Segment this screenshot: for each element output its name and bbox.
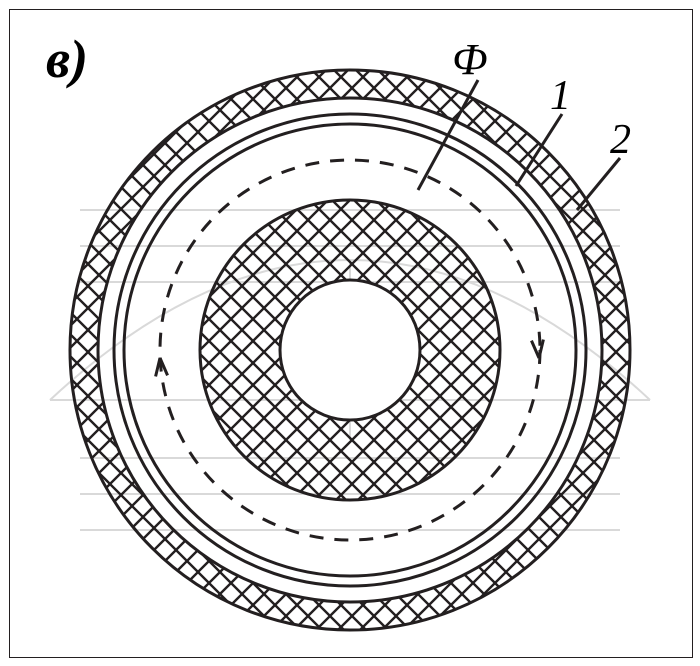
inner-hatched-core — [0, 0, 700, 666]
diagram-svg — [0, 0, 700, 666]
